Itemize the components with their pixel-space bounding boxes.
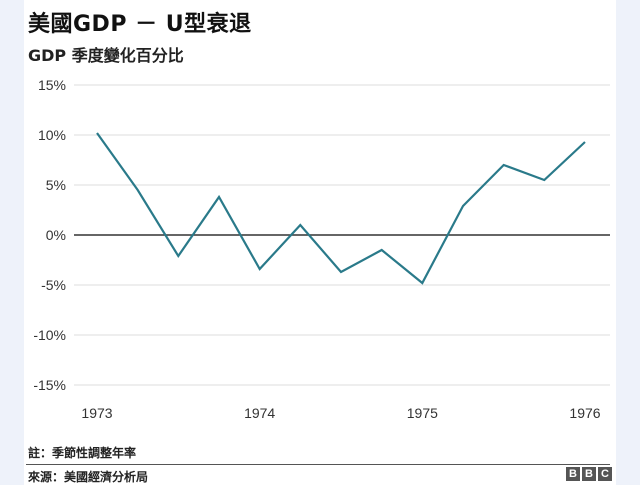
chart-title: 美國GDP － U型衰退 bbox=[28, 12, 252, 37]
y-tick-label: -5% bbox=[41, 277, 66, 293]
line-chart: 15% 10% 5% 0% -5% -10% -15% 1973 1974 1975 1976 bbox=[33, 77, 610, 421]
y-tick-label: 10% bbox=[38, 127, 66, 143]
y-axis-ticks: 15% 10% 5% 0% -5% -10% -15% bbox=[33, 77, 66, 393]
gdp-line-series bbox=[96, 132, 586, 285]
footnote: 註：季節性調整年率 bbox=[28, 446, 137, 460]
chart-subtitle: GDP 季度變化百分比 bbox=[28, 46, 184, 65]
x-axis-ticks: 1973 1974 1975 1976 bbox=[81, 405, 600, 421]
y-tick-label: 0% bbox=[46, 227, 66, 243]
y-tick-label: 15% bbox=[38, 77, 66, 93]
bbc-logo: B B C bbox=[566, 467, 612, 481]
y-tick-label: -10% bbox=[33, 327, 66, 343]
y-tick-label: 5% bbox=[46, 177, 66, 193]
bbc-logo-letter: B bbox=[582, 467, 596, 481]
y-tick-label: -15% bbox=[33, 377, 66, 393]
x-tick-label: 1975 bbox=[407, 405, 438, 421]
source-label: 來源：美國經濟分析局 bbox=[28, 470, 149, 484]
bbc-logo-letter: C bbox=[598, 467, 612, 481]
gridlines bbox=[74, 84, 610, 386]
chart-card bbox=[24, 0, 616, 485]
footer-divider bbox=[26, 464, 610, 465]
x-tick-label: 1976 bbox=[569, 405, 600, 421]
x-tick-label: 1973 bbox=[81, 405, 112, 421]
x-tick-label: 1974 bbox=[244, 405, 275, 421]
bbc-logo-letter: B bbox=[566, 467, 580, 481]
